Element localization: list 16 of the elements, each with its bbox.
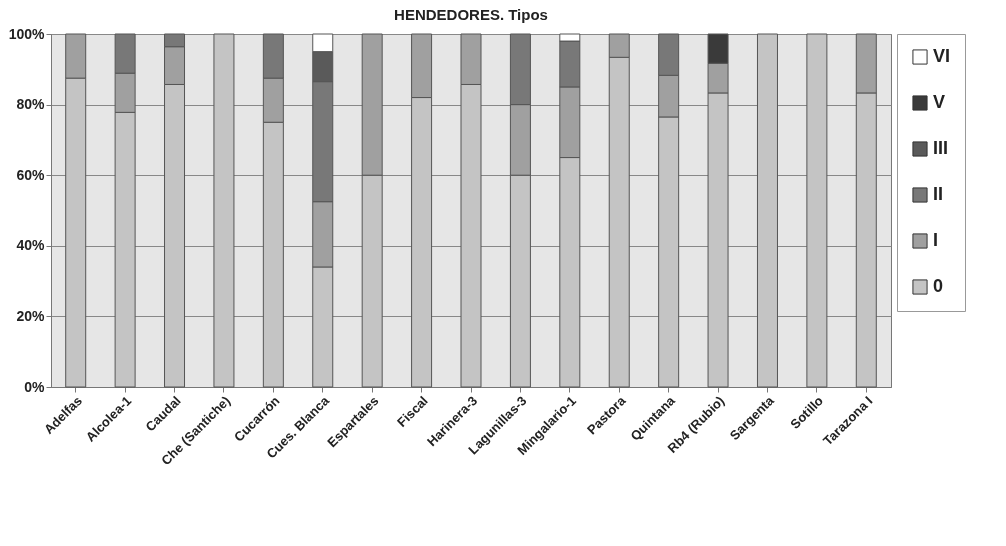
y-tick-label: 40%	[16, 237, 46, 254]
y-tick-label: 0%	[24, 378, 46, 395]
legend-label: 0	[933, 276, 944, 296]
y-tick-label: 60%	[16, 166, 46, 183]
bar	[213, 33, 235, 388]
chart-title: HENDEDORES. Tipos	[394, 6, 548, 23]
bar	[806, 33, 828, 388]
legend-label: VI	[933, 46, 951, 66]
legend-label: I	[933, 230, 939, 250]
y-tick-label: 20%	[16, 307, 46, 324]
bar	[756, 33, 778, 388]
y-tick-label: 100%	[8, 25, 46, 42]
y-tick-label: 80%	[16, 96, 46, 113]
legend-label: V	[933, 92, 946, 112]
legend-label: III	[933, 138, 949, 158]
legend-label: II	[933, 184, 944, 204]
